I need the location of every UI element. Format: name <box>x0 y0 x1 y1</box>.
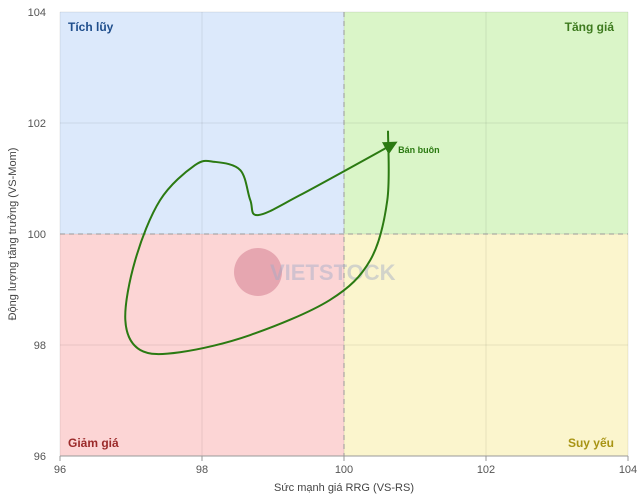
x-tick-label: 98 <box>196 464 208 476</box>
trajectory <box>124 130 398 356</box>
x-tick-label: 100 <box>335 464 353 476</box>
y-tick-label: 104 <box>28 7 46 19</box>
watermark: VIETSTOCK <box>270 260 396 285</box>
x-tick-label: 102 <box>477 464 495 476</box>
watermark-logo <box>234 248 282 296</box>
x-tick-label: 104 <box>619 464 637 476</box>
quadrant-label: Giảm giá <box>68 436 119 450</box>
quadrant <box>60 234 344 456</box>
quadrant <box>344 234 628 456</box>
y-tick-label: 96 <box>34 451 46 463</box>
quadrant-label: Suy yếu <box>568 436 614 450</box>
y-tick-label: 100 <box>28 229 46 241</box>
quadrant-label: Tích lũy <box>68 20 114 34</box>
series-label: Bán buôn <box>398 145 440 155</box>
x-axis-title: Sức mạnh giá RRG (VS-RS) <box>274 482 414 494</box>
x-tick-label: 96 <box>54 464 66 476</box>
quadrant-label: Tăng giá <box>565 20 615 34</box>
y-tick-label: 102 <box>28 118 46 130</box>
y-axis-title: Động lượng tăng trưởng (VS-Mom) <box>7 148 19 321</box>
y-tick-label: 98 <box>34 340 46 352</box>
quadrant <box>344 12 628 234</box>
